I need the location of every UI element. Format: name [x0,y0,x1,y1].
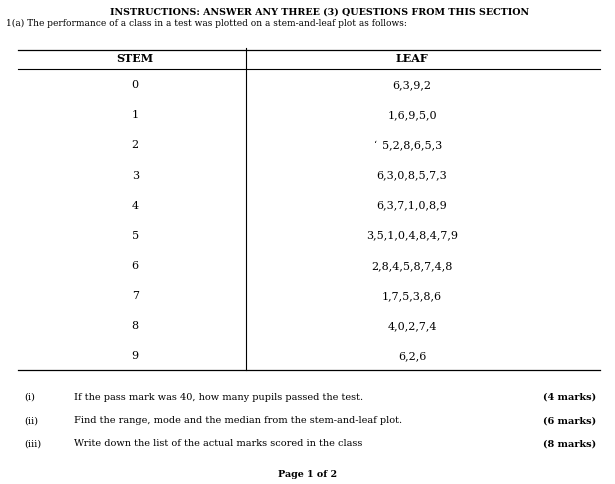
Text: 7: 7 [132,290,139,300]
Text: 2: 2 [132,140,139,150]
Text: 3,5,1,0,4,8,4,7,9: 3,5,1,0,4,8,4,7,9 [366,230,458,240]
Text: 6,3,0,8,5,7,3: 6,3,0,8,5,7,3 [376,170,448,180]
Text: 5,2,8,6,5,3: 5,2,8,6,5,3 [382,140,442,150]
Text: 5: 5 [132,230,139,240]
Text: 6,3,7,1,0,8,9: 6,3,7,1,0,8,9 [376,200,448,210]
Text: Write down the list of the actual marks scored in the class: Write down the list of the actual marks … [74,439,362,448]
Text: 0: 0 [132,80,139,90]
Text: ‘: ‘ [374,141,376,150]
Text: 2,8,4,5,8,7,4,8: 2,8,4,5,8,7,4,8 [371,260,453,270]
Text: LEAF: LEAF [395,53,429,64]
Text: 4: 4 [132,200,139,210]
Text: 6,2,6: 6,2,6 [398,350,426,360]
Text: Find the range, mode and the median from the stem-and-leaf plot.: Find the range, mode and the median from… [74,415,402,424]
Text: 6: 6 [132,260,139,270]
Text: INSTRUCTIONS: ANSWER ANY THREE (3) QUESTIONS FROM THIS SECTION: INSTRUCTIONS: ANSWER ANY THREE (3) QUEST… [110,7,530,16]
Text: 9: 9 [132,350,139,360]
Text: 8: 8 [132,320,139,330]
Text: 1: 1 [132,110,139,120]
Text: 4,0,2,7,4: 4,0,2,7,4 [387,320,437,330]
Text: 6,3,9,2: 6,3,9,2 [392,80,432,90]
Text: (ii): (ii) [25,415,39,424]
Text: (8 marks): (8 marks) [544,439,597,448]
Text: 3: 3 [132,170,139,180]
Text: (6 marks): (6 marks) [544,415,597,424]
Text: 1,7,5,3,8,6: 1,7,5,3,8,6 [382,290,442,300]
Text: (iii): (iii) [25,439,42,448]
Text: If the pass mark was 40, how many pupils passed the test.: If the pass mark was 40, how many pupils… [74,392,363,401]
Text: Page 1 of 2: Page 1 of 2 [278,469,337,478]
Text: (i): (i) [25,392,36,401]
Text: STEM: STEM [117,53,154,64]
Text: 1,6,9,5,0: 1,6,9,5,0 [387,110,437,120]
Text: (4 marks): (4 marks) [544,392,597,401]
Text: 1(a) The performance of a class in a test was plotted on a stem-and-leaf plot as: 1(a) The performance of a class in a tes… [6,18,407,28]
